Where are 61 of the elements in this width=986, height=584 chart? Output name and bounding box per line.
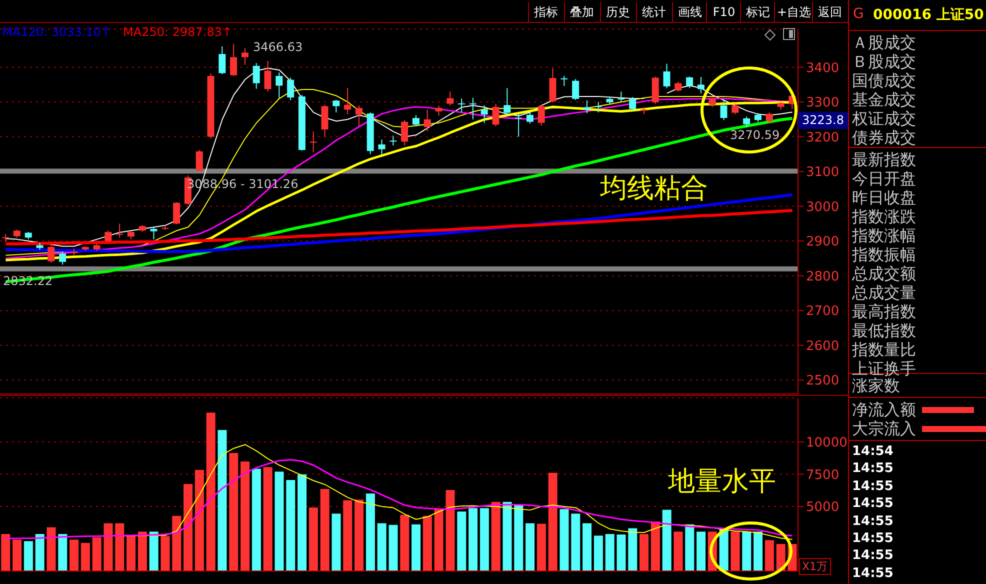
- text: 上证换手: [852, 359, 916, 378]
- annotation: 均线粘合: [600, 172, 708, 206]
- text: 大宗流入: [852, 419, 916, 438]
- text: MA120: 3033.10↑: [2, 25, 112, 39]
- text: 指数振幅: [852, 245, 916, 264]
- y-tick-label: 3100: [806, 165, 840, 180]
- text: 14:55: [852, 531, 894, 547]
- text: X1万: [799, 558, 831, 575]
- text: 画线: [672, 2, 707, 22]
- text: 最低指数: [852, 321, 916, 340]
- text: MA250: 2987.83↑: [123, 25, 232, 39]
- y-tick-label: 2600: [806, 338, 840, 354]
- text: 统计: [636, 2, 671, 22]
- text: 14:55: [852, 461, 894, 478]
- text: 净流入额: [852, 400, 916, 419]
- text: 最高指数: [852, 302, 916, 321]
- text: 最新指数: [852, 150, 916, 169]
- text: 14:54: [852, 444, 894, 460]
- text: 14:55: [852, 548, 894, 564]
- y-tick-label: 3400: [806, 60, 840, 76]
- y-tick-label: 2700: [806, 304, 840, 320]
- y-tick-label: 10000: [806, 436, 848, 451]
- text: 指数量比: [852, 340, 916, 359]
- text: F10: [706, 2, 741, 22]
- y-tick-label: 7500: [806, 468, 840, 483]
- y-tick-label: 2800: [806, 269, 840, 284]
- text: 14:55: [852, 566, 894, 582]
- text: G: [853, 6, 864, 22]
- text: 返回: [812, 2, 847, 22]
- text: 历史: [600, 2, 635, 22]
- text: 总成交额: [852, 264, 916, 283]
- annotation: 地量水平: [668, 465, 776, 499]
- text: 叠加: [564, 2, 599, 22]
- text: 14:55: [852, 496, 894, 512]
- text: 000016 上证50: [873, 6, 984, 24]
- text: Ｂ股成交: [852, 52, 916, 71]
- text: 指数涨跌: [852, 207, 916, 226]
- text: 总成交量: [852, 283, 916, 302]
- text: 指标: [528, 2, 563, 22]
- y-tick-label: 3200: [806, 130, 840, 146]
- text: 3223.8: [798, 112, 848, 129]
- y-tick-label: 3300: [806, 96, 840, 111]
- annotation: 3270.59: [729, 128, 781, 142]
- text: 权证成交: [852, 109, 916, 128]
- y-tick-label: 3000: [806, 200, 840, 215]
- text: 标记: [740, 2, 775, 22]
- text: 今日开盘: [852, 169, 916, 188]
- y-tick-label: 2900: [806, 234, 840, 250]
- text: 涨家数: [852, 376, 900, 395]
- text: 14:55: [852, 514, 894, 530]
- text: 14:55: [852, 478, 894, 495]
- text: +自选: [774, 2, 813, 22]
- text: 指数涨幅: [852, 226, 916, 245]
- text: 基金成交: [852, 90, 916, 109]
- text: 债券成交: [852, 128, 916, 147]
- y-tick-label: 2500: [806, 374, 840, 389]
- text: 昨日收盘: [852, 188, 916, 207]
- y-tick-label: 5000: [806, 500, 840, 516]
- annotation: 3466.63: [252, 40, 304, 54]
- text: Ａ股成交: [852, 33, 916, 52]
- text: 国债成交: [852, 71, 916, 90]
